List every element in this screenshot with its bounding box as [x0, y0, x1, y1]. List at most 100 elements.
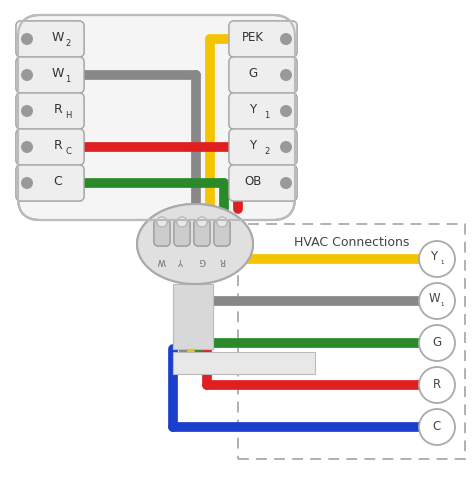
FancyBboxPatch shape [214, 220, 230, 246]
Circle shape [157, 217, 167, 227]
FancyBboxPatch shape [16, 57, 84, 93]
Circle shape [419, 325, 455, 361]
Text: W: W [52, 67, 64, 80]
Text: R: R [54, 138, 63, 151]
FancyBboxPatch shape [229, 57, 297, 93]
Circle shape [21, 177, 33, 189]
FancyBboxPatch shape [16, 165, 84, 201]
FancyBboxPatch shape [18, 15, 295, 220]
Text: 2: 2 [264, 147, 270, 156]
FancyBboxPatch shape [229, 21, 297, 57]
Text: Y: Y [249, 103, 256, 115]
Bar [238, 224, 465, 459]
FancyBboxPatch shape [154, 220, 170, 246]
Circle shape [419, 283, 455, 319]
Text: 2: 2 [264, 147, 270, 156]
Text: ₁: ₁ [440, 299, 444, 308]
Text: R: R [219, 255, 225, 264]
Text: R: R [433, 378, 441, 391]
Circle shape [177, 217, 187, 227]
Text: PEK: PEK [242, 31, 264, 44]
Text: C: C [54, 174, 63, 187]
FancyBboxPatch shape [16, 21, 84, 57]
Text: G: G [199, 255, 205, 264]
Circle shape [280, 33, 292, 45]
Text: HVAC Connections: HVAC Connections [294, 236, 409, 249]
Circle shape [280, 177, 292, 189]
Text: W: W [428, 293, 440, 306]
Circle shape [419, 367, 455, 403]
FancyBboxPatch shape [16, 93, 84, 129]
FancyBboxPatch shape [16, 21, 84, 57]
Circle shape [280, 33, 292, 45]
Bar [173, 352, 315, 374]
FancyBboxPatch shape [16, 129, 84, 165]
FancyBboxPatch shape [16, 57, 84, 93]
Text: Y: Y [249, 103, 256, 115]
Circle shape [177, 217, 187, 227]
Circle shape [21, 141, 33, 153]
Circle shape [21, 33, 33, 45]
Circle shape [157, 217, 167, 227]
Text: 1: 1 [65, 75, 71, 83]
Circle shape [21, 33, 33, 45]
Text: G: G [199, 255, 205, 264]
Text: W: W [52, 31, 64, 44]
FancyBboxPatch shape [229, 129, 297, 165]
Circle shape [280, 69, 292, 81]
Text: Y: Y [180, 255, 184, 264]
Text: 1: 1 [264, 111, 270, 119]
Circle shape [280, 69, 292, 81]
Text: Y: Y [249, 138, 256, 151]
Circle shape [419, 241, 455, 277]
Circle shape [21, 69, 33, 81]
Text: W: W [52, 31, 64, 44]
Text: Y: Y [180, 255, 184, 264]
Text: R: R [219, 255, 225, 264]
Text: W: W [52, 67, 64, 80]
FancyBboxPatch shape [229, 21, 297, 57]
Text: H: H [65, 111, 71, 119]
Circle shape [21, 69, 33, 81]
FancyBboxPatch shape [194, 220, 210, 246]
FancyBboxPatch shape [16, 129, 84, 165]
Text: R: R [54, 103, 63, 115]
FancyBboxPatch shape [174, 220, 190, 246]
Circle shape [280, 177, 292, 189]
Text: 1: 1 [264, 111, 270, 119]
Text: G: G [248, 67, 257, 80]
Circle shape [197, 217, 207, 227]
Text: OB: OB [244, 174, 262, 187]
Circle shape [280, 141, 292, 153]
FancyBboxPatch shape [229, 93, 297, 129]
Circle shape [21, 105, 33, 117]
Text: C: C [54, 174, 63, 187]
Text: 2: 2 [65, 38, 71, 47]
Circle shape [217, 217, 227, 227]
Text: G: G [432, 337, 442, 350]
Text: Y: Y [249, 138, 256, 151]
Text: OB: OB [244, 174, 262, 187]
FancyBboxPatch shape [154, 220, 170, 246]
Text: W: W [158, 255, 166, 264]
Circle shape [280, 105, 292, 117]
Ellipse shape [137, 204, 253, 284]
Circle shape [280, 105, 292, 117]
Circle shape [419, 409, 455, 445]
Text: ₁: ₁ [440, 258, 444, 266]
Circle shape [280, 141, 292, 153]
Text: PEK: PEK [242, 31, 264, 44]
FancyBboxPatch shape [229, 57, 297, 93]
Bar [173, 284, 213, 349]
FancyBboxPatch shape [16, 93, 84, 129]
Ellipse shape [137, 204, 253, 284]
FancyBboxPatch shape [194, 220, 210, 246]
Text: R: R [54, 138, 63, 151]
FancyBboxPatch shape [229, 165, 297, 201]
Circle shape [217, 217, 227, 227]
FancyBboxPatch shape [214, 220, 230, 246]
Circle shape [197, 217, 207, 227]
FancyBboxPatch shape [229, 129, 297, 165]
Circle shape [21, 141, 33, 153]
Text: 2: 2 [65, 38, 71, 47]
